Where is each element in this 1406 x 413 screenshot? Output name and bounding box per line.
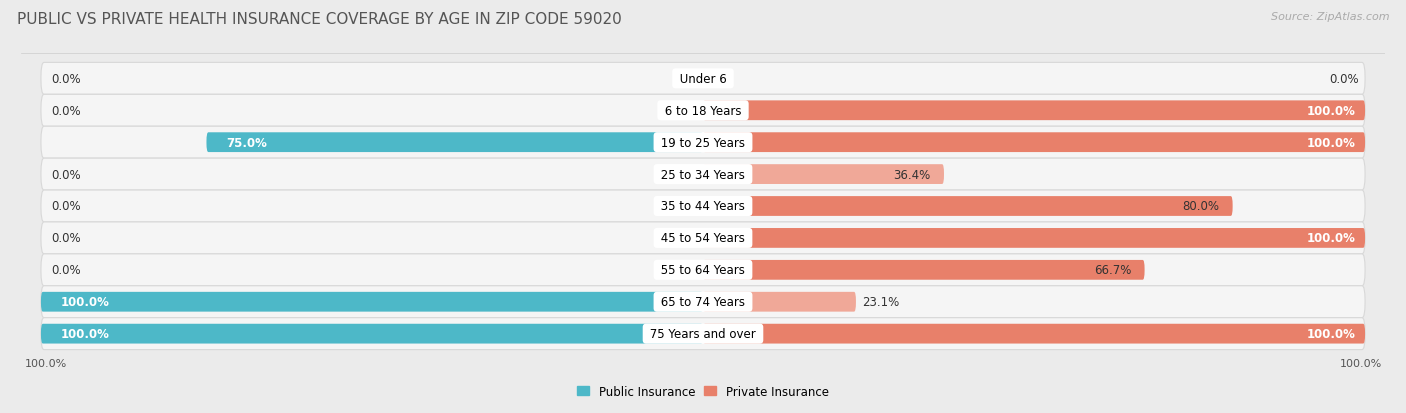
FancyBboxPatch shape	[41, 190, 1365, 223]
Text: 0.0%: 0.0%	[51, 200, 80, 213]
Text: 100.0%: 100.0%	[1340, 358, 1382, 368]
Text: 100.0%: 100.0%	[1306, 136, 1355, 150]
Text: 80.0%: 80.0%	[1182, 200, 1219, 213]
Text: 66.7%: 66.7%	[1094, 263, 1132, 277]
Text: 0.0%: 0.0%	[51, 263, 80, 277]
Text: 0.0%: 0.0%	[51, 73, 80, 85]
Text: 100.0%: 100.0%	[24, 358, 66, 368]
FancyBboxPatch shape	[703, 260, 1144, 280]
Text: 6 to 18 Years: 6 to 18 Years	[661, 104, 745, 117]
Text: 100.0%: 100.0%	[60, 296, 110, 309]
FancyBboxPatch shape	[41, 223, 1365, 254]
Text: 75 Years and over: 75 Years and over	[647, 328, 759, 340]
FancyBboxPatch shape	[41, 286, 1365, 318]
FancyBboxPatch shape	[41, 159, 1365, 190]
Text: 100.0%: 100.0%	[1306, 328, 1355, 340]
FancyBboxPatch shape	[41, 324, 703, 344]
Text: 100.0%: 100.0%	[1306, 104, 1355, 117]
FancyBboxPatch shape	[41, 254, 1365, 286]
Text: 23.1%: 23.1%	[862, 296, 900, 309]
FancyBboxPatch shape	[703, 197, 1233, 216]
FancyBboxPatch shape	[41, 95, 1365, 127]
Text: 19 to 25 Years: 19 to 25 Years	[657, 136, 749, 150]
Text: 35 to 44 Years: 35 to 44 Years	[657, 200, 749, 213]
Text: 65 to 74 Years: 65 to 74 Years	[657, 296, 749, 309]
Text: PUBLIC VS PRIVATE HEALTH INSURANCE COVERAGE BY AGE IN ZIP CODE 59020: PUBLIC VS PRIVATE HEALTH INSURANCE COVER…	[17, 12, 621, 27]
Text: 0.0%: 0.0%	[1329, 73, 1358, 85]
Text: 100.0%: 100.0%	[60, 328, 110, 340]
FancyBboxPatch shape	[703, 228, 1365, 248]
FancyBboxPatch shape	[703, 165, 943, 185]
Text: Under 6: Under 6	[676, 73, 730, 85]
Text: 75.0%: 75.0%	[226, 136, 267, 150]
Legend: Public Insurance, Private Insurance: Public Insurance, Private Insurance	[572, 380, 834, 402]
Text: 36.4%: 36.4%	[893, 168, 931, 181]
FancyBboxPatch shape	[41, 63, 1365, 95]
FancyBboxPatch shape	[207, 133, 703, 153]
Text: 25 to 34 Years: 25 to 34 Years	[657, 168, 749, 181]
FancyBboxPatch shape	[703, 101, 1365, 121]
Text: 100.0%: 100.0%	[1306, 232, 1355, 245]
Text: 55 to 64 Years: 55 to 64 Years	[657, 263, 749, 277]
FancyBboxPatch shape	[703, 292, 856, 312]
Text: 0.0%: 0.0%	[51, 232, 80, 245]
Text: 0.0%: 0.0%	[51, 104, 80, 117]
Text: 45 to 54 Years: 45 to 54 Years	[657, 232, 749, 245]
FancyBboxPatch shape	[41, 127, 1365, 159]
Text: 0.0%: 0.0%	[51, 168, 80, 181]
Text: Source: ZipAtlas.com: Source: ZipAtlas.com	[1271, 12, 1389, 22]
FancyBboxPatch shape	[41, 292, 703, 312]
FancyBboxPatch shape	[41, 318, 1365, 350]
FancyBboxPatch shape	[703, 133, 1365, 153]
FancyBboxPatch shape	[703, 324, 1365, 344]
